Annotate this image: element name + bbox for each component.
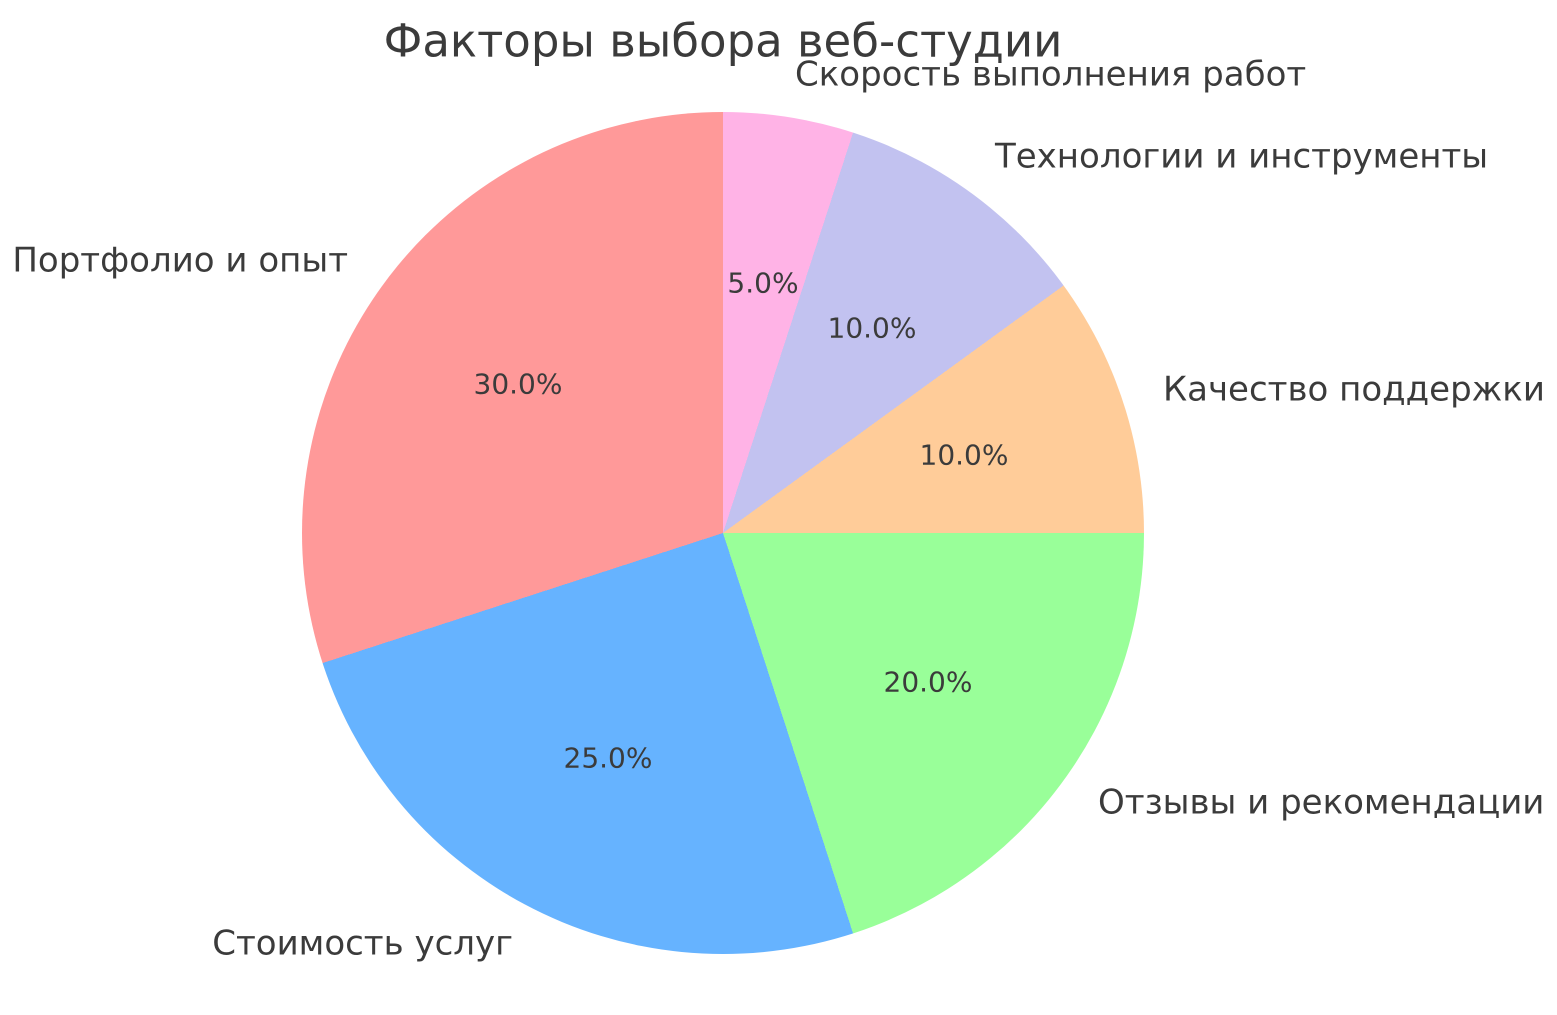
slice-pct-support: 10.0% bbox=[919, 438, 1009, 472]
slice-pct-portfolio: 30.0% bbox=[473, 367, 563, 401]
slice-label-cost: Стоимость услуг bbox=[212, 923, 513, 964]
slice-label-support: Качество поддержки bbox=[1163, 369, 1545, 410]
chart-title: Факторы выбора веб-студии bbox=[383, 14, 1063, 68]
slice-pct-reviews: 20.0% bbox=[883, 665, 973, 699]
slice-label-speed: Скорость выполнения работ bbox=[795, 54, 1307, 95]
slice-label-technologies: Технологии и инструменты bbox=[995, 136, 1489, 177]
slice-label-portfolio: Портфолио и опыт bbox=[12, 240, 348, 281]
slice-pct-technologies: 10.0% bbox=[827, 311, 917, 345]
slice-pct-speed: 5.0% bbox=[727, 266, 799, 300]
pie-chart bbox=[302, 112, 1144, 954]
slice-pct-cost: 25.0% bbox=[563, 741, 653, 775]
slice-label-reviews: Отзывы и рекомендации bbox=[1098, 782, 1545, 823]
